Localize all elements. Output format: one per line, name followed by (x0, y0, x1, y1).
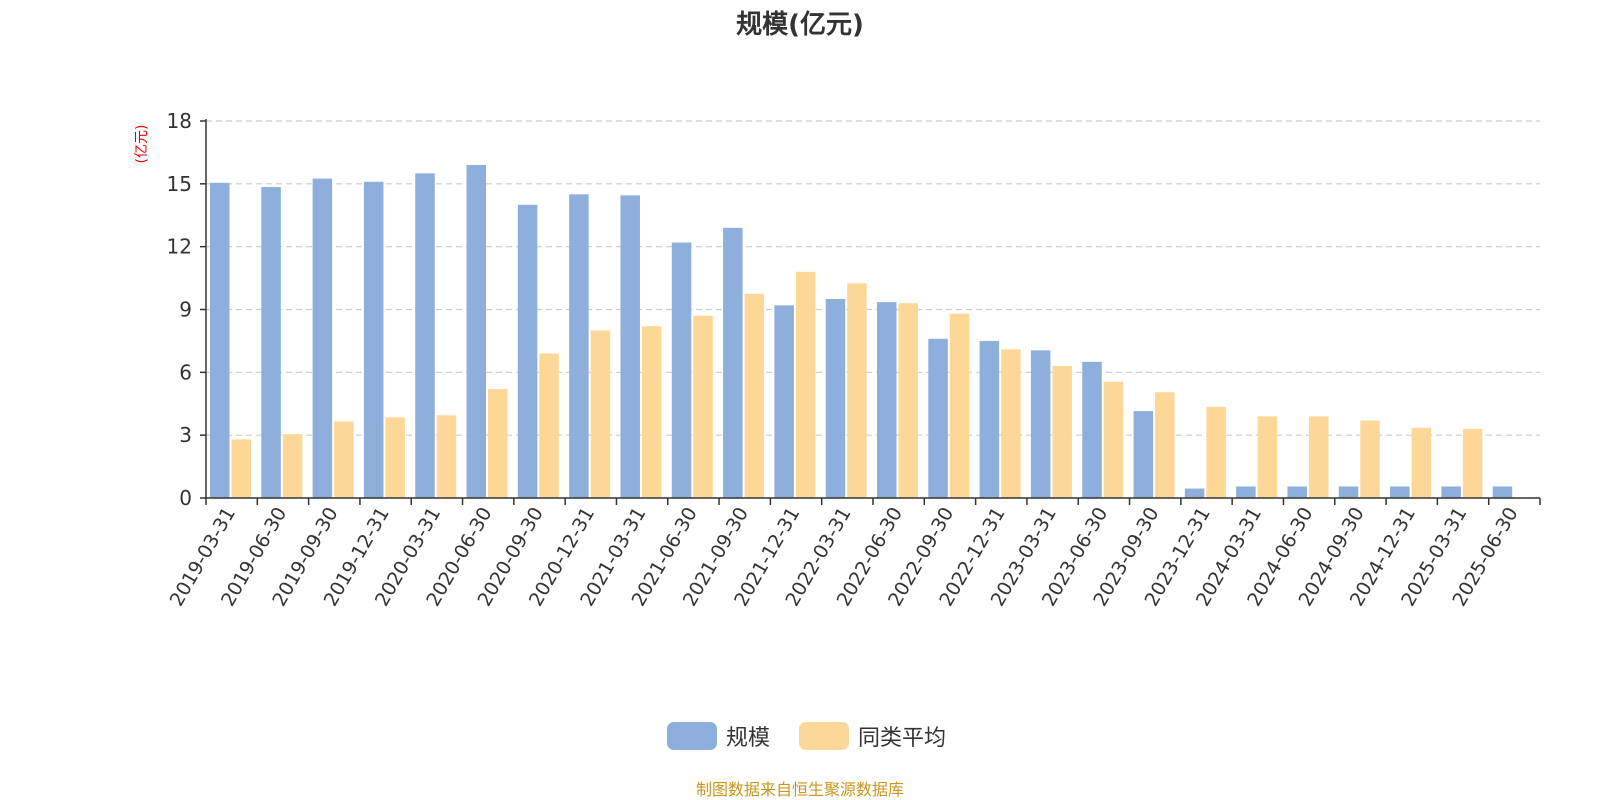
bar-peer-average (1411, 427, 1432, 498)
y-tick-label: 3 (179, 423, 192, 447)
y-tick-label: 9 (179, 298, 192, 322)
bar-scale (877, 302, 897, 498)
bar-peer-average (590, 330, 611, 498)
bar-scale (723, 227, 743, 499)
legend-label: 同类平均 (858, 726, 946, 751)
bar-peer-average (334, 421, 354, 498)
bar-scale (1184, 488, 1205, 498)
bar-scale (1287, 486, 1307, 498)
y-tick-label: 12 (167, 235, 192, 259)
legend[interactable]: 规模 同类平均 (667, 722, 946, 751)
bar-peer-average (847, 283, 867, 498)
bar-scale (671, 242, 692, 498)
bar-scale (1338, 486, 1359, 498)
y-tick-label: 15 (167, 172, 192, 196)
bar-scale (363, 181, 384, 498)
bar-peer-average (1462, 428, 1483, 498)
bar-scale (569, 194, 589, 499)
bar-scale (466, 164, 487, 498)
bar-scale (415, 173, 435, 498)
legend-item[interactable]: 规模 (667, 722, 770, 751)
bar-scale (1390, 486, 1410, 498)
bar-scale (1236, 486, 1256, 498)
bar-peer-average (795, 271, 816, 498)
bar-peer-average (1206, 406, 1226, 498)
bar-peer-average (693, 315, 713, 498)
bar-peer-average (949, 313, 970, 498)
bar-peer-average (231, 439, 251, 498)
source-note: 制图数据来自恒生聚源数据库 (696, 780, 904, 799)
y-axis-unit-label: (亿元) (134, 125, 150, 164)
legend-swatch (667, 722, 717, 750)
bar-scale (1082, 361, 1102, 498)
y-tick-label: 6 (179, 360, 192, 384)
bar-peer-average (488, 389, 508, 498)
bar-peer-average (1308, 416, 1329, 498)
legend-item[interactable]: 同类平均 (799, 722, 946, 751)
bar-peer-average (1103, 381, 1124, 498)
y-tick-label: 0 (179, 486, 192, 510)
bar-scale (312, 178, 333, 498)
bar-scale (517, 204, 538, 498)
bar-peer-average (1155, 392, 1175, 498)
bar-scale (825, 299, 846, 498)
bar-peer-average (641, 326, 662, 498)
bar-scale (1492, 486, 1513, 498)
bar-peer-average (1001, 349, 1021, 498)
bar-scale (1441, 486, 1461, 498)
bar-peer-average (1360, 420, 1380, 498)
bar-peer-average (539, 353, 559, 498)
bar-peer-average (436, 415, 457, 498)
chart-title: 规模(亿元) (736, 10, 864, 40)
bar-scale (210, 182, 230, 498)
bar-scale (928, 338, 948, 498)
bar-peer-average (282, 434, 303, 498)
y-tick-label: 18 (167, 109, 192, 133)
bar-scale (774, 305, 794, 498)
bar-peer-average (1257, 416, 1278, 498)
bar-peer-average (385, 417, 405, 498)
bar-scale (1133, 411, 1154, 498)
bar-scale (261, 186, 281, 498)
bars (210, 164, 1513, 499)
legend-label: 规模 (726, 726, 770, 751)
bar-scale (979, 340, 1000, 498)
bar-scale (1030, 350, 1051, 498)
bar-scale (620, 195, 640, 498)
legend-swatch (799, 722, 849, 750)
bar-peer-average (1052, 366, 1072, 498)
bar-peer-average (898, 303, 918, 498)
bar-peer-average (744, 293, 765, 498)
grid-lines (206, 120, 1540, 436)
